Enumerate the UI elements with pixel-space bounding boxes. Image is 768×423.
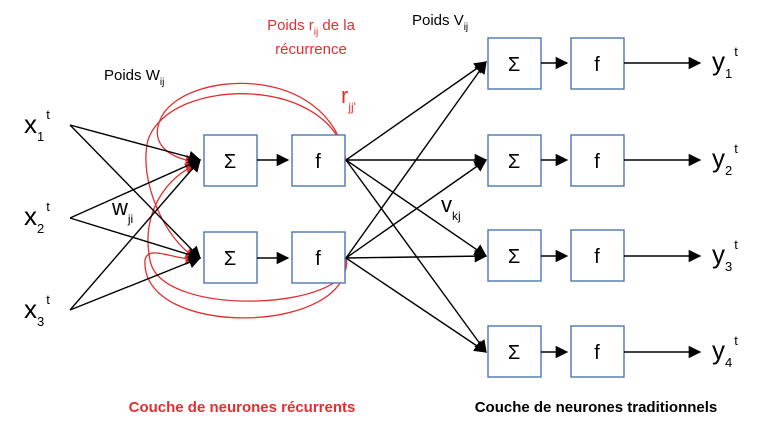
output-label: y4t [712, 333, 738, 370]
activation-symbol: f [315, 151, 321, 173]
hidden-to-output-edges [345, 60, 488, 354]
recurrence-loop [144, 252, 347, 319]
weights-r-label-line2: récurrence [275, 41, 347, 58]
sum-symbol: Σ [224, 248, 236, 270]
sum-box [487, 229, 542, 282]
activation-box [570, 229, 625, 282]
sum-box [487, 37, 542, 90]
sum-symbol: Σ [224, 151, 236, 173]
input-label: x2t [24, 199, 50, 236]
output-neuron: Σ f [487, 325, 702, 378]
weights-v-label: Poids Vij [412, 12, 468, 33]
activation-symbol: f [594, 54, 600, 76]
sum-symbol: Σ [508, 151, 520, 173]
input-labels: x1t x2t x3t [24, 107, 50, 329]
activation-box [570, 134, 625, 187]
activation-symbol: f [594, 246, 600, 268]
input-edges [69, 124, 202, 311]
sum-box [487, 325, 542, 378]
v-kj-label: vkj [441, 192, 461, 223]
input-label: x3t [24, 292, 50, 329]
sum-symbol: Σ [508, 342, 520, 364]
output-neuron: Σ f [487, 134, 702, 187]
output-label: y3t [712, 237, 738, 274]
recurrent-layer-caption: Couche de neurones récurrents [129, 399, 356, 416]
recurrence-loop [147, 163, 348, 302]
sum-box [487, 134, 542, 187]
sum-symbol: Σ [508, 246, 520, 268]
output-label: y2t [712, 141, 738, 178]
activation-symbol: f [315, 248, 321, 270]
weights-r-label: Poids rij de la [267, 17, 355, 38]
input-label: x1t [24, 107, 50, 144]
traditional-layer-caption: Couche de neurones traditionnels [475, 399, 718, 416]
r-jj-label: rjj' [341, 83, 356, 114]
output-labels: y1t y2t y3t y4t [712, 44, 738, 370]
sum-box [203, 134, 258, 187]
sum-box [203, 231, 258, 284]
activation-box [291, 231, 346, 284]
recurrent-neuron: Σ f [203, 134, 346, 187]
w-ji-label: wji [111, 195, 133, 226]
output-neuron: Σ f [487, 229, 702, 282]
output-label: y1t [712, 44, 738, 81]
weights-w-label: Poids Wij [104, 67, 164, 88]
activation-box [291, 134, 346, 187]
sum-symbol: Σ [508, 54, 520, 76]
activation-symbol: f [594, 342, 600, 364]
recurrent-neuron: Σ f [203, 231, 346, 284]
activation-symbol: f [594, 151, 600, 173]
output-neuron: Σ f [487, 37, 702, 90]
activation-box [570, 37, 625, 90]
